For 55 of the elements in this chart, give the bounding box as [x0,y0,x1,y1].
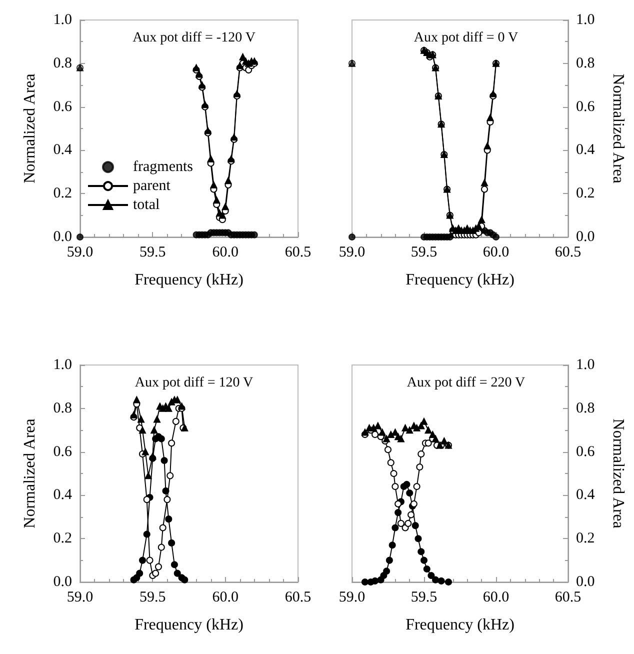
y2-axis-title: Normalized Area [610,74,626,184]
legend-label: parent [133,178,172,194]
x-tick-label: 60.0 [212,590,238,606]
legend-label: fragments [133,159,194,176]
text: Aux pot diff = 220 V [406,376,526,390]
y2-tick-label: 0.8 [576,55,595,72]
y-tick-label: 0.8 [53,400,72,416]
y2-tick-label: 1.0 [576,357,595,373]
text: Aux pot diff = 0 V [414,30,518,46]
x-tick-label: 60.5 [554,590,582,606]
y2-tick-label: 0.4 [576,142,596,158]
x-axis-title: Frequency (kHz) [134,272,244,288]
x-tick-label: 60.0 [482,590,510,606]
x-tick-label: 60.0 [482,244,510,260]
x-tick-label: 59.5 [140,590,166,606]
y-tick-label: 1.0 [53,357,72,373]
y-tick-label: 1.0 [53,12,72,28]
y-tick-label: 0.2 [53,530,72,547]
legend-label: total [133,197,160,214]
y2-tick-label: 1.0 [576,12,595,28]
text: Aux pot diff = 120 V [134,376,254,390]
y-tick-label: 0.8 [53,55,72,72]
y2-tick-label: 0.6 [576,444,596,460]
y-tick-label: 0.4 [53,487,72,504]
x-tick-label: 60.5 [284,244,312,260]
y2-tick-label: 0.4 [576,487,596,504]
y2-tick-label: 0.0 [576,574,595,590]
x-tick-label: 59.0 [338,590,366,606]
y-tick-label: 0.6 [53,98,72,115]
y-axis-title: Normalized Area [22,418,38,528]
y2-tick-label: 0.2 [576,186,595,202]
x-tick-label: 59.0 [66,244,94,260]
x-tick-label: 60.5 [284,590,312,606]
x-tick-label: 60.5 [554,244,582,260]
y2-axis-title: Normalized Area [610,418,626,528]
x-tick-label: 60.0 [212,244,238,260]
y2-tick-label: 0.6 [576,98,596,115]
x-axis-title: Frequency (kHz) [406,616,514,634]
y-tick-label: 0.0 [53,574,72,590]
text: Aux pot diff = -120 V [132,30,256,46]
y-axis-title: Normalized Area [22,74,38,184]
x-tick-label: 59.0 [66,590,94,606]
y-tick-label: 0.0 [53,229,72,245]
x-tick-label: 59.5 [410,244,438,260]
x-axis-title: Frequency (kHz) [134,616,244,634]
y2-tick-label: 0.0 [576,229,595,245]
y2-tick-label: 0.8 [576,400,595,416]
x-tick-label: 59.5 [140,244,166,260]
y-tick-label: 0.4 [53,142,72,158]
x-tick-label: 59.5 [410,590,438,606]
x-axis-title: Frequency (kHz) [406,272,514,288]
y2-tick-label: 0.2 [576,530,595,547]
x-tick-label: 59.0 [338,244,366,260]
y-tick-label: 0.6 [53,444,72,460]
y-tick-label: 0.2 [53,186,72,202]
